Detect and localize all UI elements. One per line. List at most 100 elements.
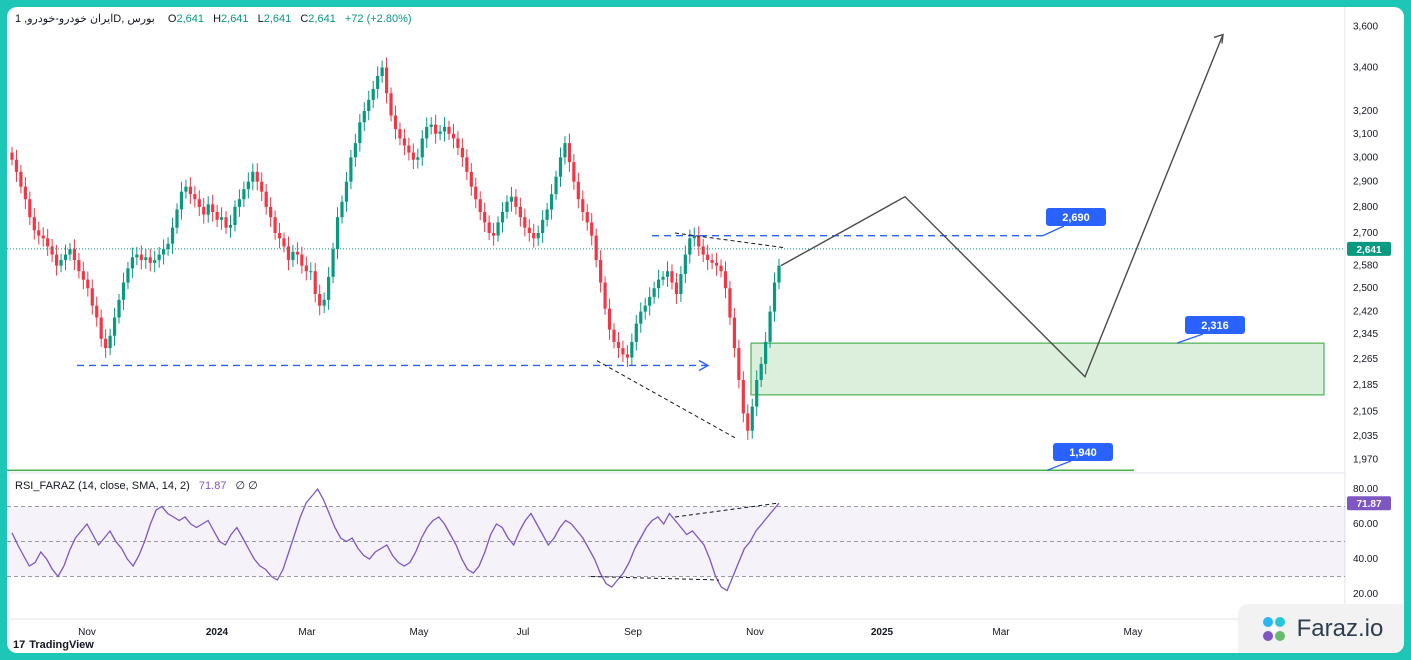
candle-body: [295, 251, 299, 255]
candle-body: [157, 254, 161, 261]
candle-body: [451, 133, 456, 139]
candle-body: [72, 249, 77, 261]
tradingview-logo[interactable]: 17 TradingView: [13, 639, 94, 651]
rsi-tick-label: 20.00: [1353, 589, 1378, 600]
candle-body: [197, 199, 201, 207]
candles-layer: [10, 57, 781, 440]
candle-body: [144, 257, 148, 261]
chart-frame: 2,690 2,316 1,940 1,970 2,035 2,105 2,185 2,26…: [7, 7, 1404, 653]
candle-body: [505, 201, 509, 213]
candle-body: [170, 227, 175, 244]
candle-body: [32, 217, 36, 231]
price-divergence-lower: [596, 360, 736, 439]
symbol-name[interactable]: ایران خودرو-خودرو, 1D, بورس: [15, 13, 155, 25]
candle-body: [393, 115, 398, 130]
candle-body: [732, 317, 737, 349]
candle-body: [536, 232, 540, 239]
rsi-divergence-lower: [590, 576, 720, 581]
candle-body: [416, 157, 420, 160]
candle-body: [616, 341, 621, 349]
faraz-logo-icon: [1262, 616, 1285, 641]
candle-body: [19, 171, 23, 187]
candle-body: [541, 219, 545, 233]
candle-body: [380, 67, 384, 76]
candle-body: [340, 201, 344, 218]
last-price-label: 2,641: [1356, 245, 1381, 256]
candle-body: [683, 254, 687, 275]
candle-body: [465, 157, 469, 172]
candle-body: [233, 206, 237, 226]
candle-body: [514, 196, 518, 207]
faraz-label: Faraz.io: [1296, 614, 1384, 642]
candle-body: [492, 232, 496, 236]
candle-body: [135, 254, 139, 258]
grid-layer: [7, 7, 1404, 620]
rsi-layer: [7, 487, 1345, 592]
candle-body: [228, 225, 233, 228]
candle-body: [549, 194, 554, 210]
candle-body: [581, 199, 585, 213]
candle-body: [442, 126, 447, 132]
rsi-line: [11, 487, 780, 592]
price-tick-label: 3,100: [1353, 129, 1378, 140]
candle-body: [607, 308, 612, 330]
callout-2690-pointer: [1042, 225, 1065, 237]
candle-body: [211, 204, 215, 213]
candle-body: [349, 157, 353, 182]
candle-body: [335, 217, 340, 250]
price-tick-label: 3,400: [1353, 62, 1378, 73]
candle-body: [215, 212, 219, 220]
candle-body: [237, 199, 242, 207]
candle-body: [104, 338, 108, 349]
candle-body: [585, 212, 589, 223]
candle-body: [630, 341, 634, 358]
candle-body: [710, 260, 714, 263]
candle-body: [772, 282, 777, 312]
candle-body: [90, 288, 94, 306]
candle-body: [309, 271, 313, 273]
rsi-name[interactable]: RSI_FARAZ (14, close, SMA, 14, 2): [15, 480, 190, 492]
rsi-value: 71.87: [198, 480, 227, 492]
candle-body: [95, 305, 99, 318]
price-tick-label: 2,800: [1353, 202, 1378, 213]
candle-body: [224, 217, 228, 228]
candle-body: [741, 380, 745, 414]
rsi-divergence-upper: [674, 502, 780, 518]
price-tick-label: 2,700: [1353, 228, 1378, 239]
candle-body: [425, 126, 429, 139]
candle-body: [594, 235, 598, 261]
candle-body: [202, 206, 206, 215]
candle-body: [612, 329, 616, 342]
candle-body: [117, 299, 121, 318]
candle-body: [304, 265, 308, 272]
rsi-last-badge: [1347, 496, 1391, 511]
price-tick-label: 2,265: [1353, 354, 1378, 365]
open-value: 2,641: [176, 13, 204, 25]
candle-body: [500, 212, 505, 223]
candle-body: [269, 206, 273, 218]
price-tick-label: 3,000: [1353, 152, 1378, 163]
candle-body: [420, 138, 424, 158]
candle-body: [358, 122, 362, 144]
candle-body: [723, 271, 728, 289]
callout-1940-label: 1,940: [1069, 447, 1097, 459]
candle-body: [523, 217, 527, 228]
time-tick-label: May: [1124, 627, 1143, 638]
candle-body: [166, 243, 170, 250]
candle-body: [656, 279, 661, 289]
candle-body: [599, 260, 603, 283]
rsi-legend: RSI_FARAZ (14, close, SMA, 14, 2) 71.87 …: [15, 479, 258, 492]
candle-body: [126, 268, 130, 283]
chart-canvas[interactable]: 2,690 2,316 1,940 1,970 2,035 2,105 2,185 2,26…: [7, 7, 1404, 653]
candle-body: [300, 254, 304, 266]
callout-1940-pointer: [1046, 460, 1072, 471]
candle-body: [384, 67, 389, 94]
candle-body: [625, 354, 629, 358]
candle-body: [576, 181, 580, 200]
candle-body: [59, 260, 63, 266]
rsi-extra: ∅ ∅: [235, 480, 258, 492]
candle-body: [692, 235, 696, 239]
open-label: O: [167, 13, 177, 25]
candle-body: [603, 282, 607, 309]
time-tick-label: May: [410, 627, 429, 638]
